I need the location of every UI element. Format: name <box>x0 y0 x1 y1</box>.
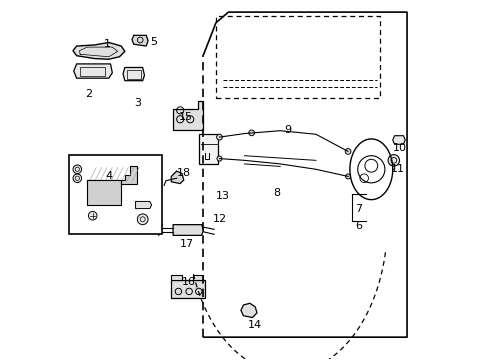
Text: 13: 13 <box>216 191 229 201</box>
Text: 3: 3 <box>134 98 141 108</box>
Circle shape <box>345 174 350 179</box>
Polygon shape <box>74 64 112 78</box>
Text: 7: 7 <box>354 203 362 213</box>
Circle shape <box>216 134 222 140</box>
Text: 10: 10 <box>392 143 406 153</box>
Polygon shape <box>392 136 405 144</box>
Text: 12: 12 <box>212 214 226 224</box>
Polygon shape <box>173 225 203 235</box>
Text: 15: 15 <box>178 112 192 122</box>
Text: 9: 9 <box>283 125 290 135</box>
Bar <box>127 69 141 78</box>
Polygon shape <box>123 67 144 81</box>
Bar <box>80 67 105 76</box>
Text: 8: 8 <box>272 188 280 198</box>
Polygon shape <box>173 102 203 130</box>
Bar <box>69 155 162 234</box>
Text: 2: 2 <box>85 89 93 99</box>
Bar <box>171 275 182 280</box>
Polygon shape <box>87 166 137 184</box>
Text: 1: 1 <box>103 39 110 49</box>
Text: 17: 17 <box>180 239 194 249</box>
Text: 4: 4 <box>105 171 112 181</box>
Bar <box>192 275 203 280</box>
Polygon shape <box>87 180 121 205</box>
Polygon shape <box>171 280 205 298</box>
Text: 14: 14 <box>247 320 262 330</box>
Polygon shape <box>73 42 124 59</box>
Circle shape <box>345 149 350 154</box>
Circle shape <box>73 165 81 174</box>
Text: 6: 6 <box>355 221 362 231</box>
Text: 11: 11 <box>390 164 404 174</box>
Circle shape <box>73 174 81 183</box>
Polygon shape <box>171 171 183 184</box>
Polygon shape <box>132 35 148 46</box>
Bar <box>198 134 218 164</box>
Polygon shape <box>241 303 257 318</box>
Circle shape <box>217 156 222 161</box>
Circle shape <box>88 211 97 220</box>
Circle shape <box>387 155 399 166</box>
Circle shape <box>137 214 148 225</box>
Polygon shape <box>135 202 151 208</box>
Text: 5: 5 <box>150 37 157 48</box>
Circle shape <box>248 130 254 136</box>
Text: 16: 16 <box>182 277 196 287</box>
Text: 18: 18 <box>176 168 190 178</box>
